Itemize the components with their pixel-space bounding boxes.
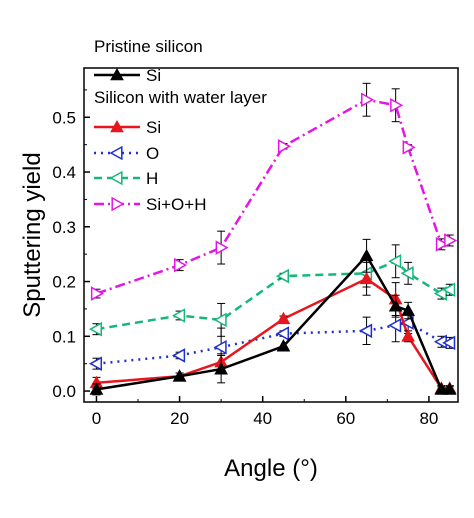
data-point-marker xyxy=(109,145,123,161)
data-point-marker xyxy=(388,254,402,269)
data-point-marker xyxy=(434,382,449,395)
y-tick-label: 0.3 xyxy=(52,218,76,237)
data-point-marker xyxy=(402,140,416,155)
plot-frame xyxy=(83,67,459,403)
legend-label: Si+O+H xyxy=(146,195,206,214)
series-layer xyxy=(88,82,458,396)
y-tick-label: 0.0 xyxy=(52,382,76,401)
series-si-o-h-water xyxy=(90,82,458,301)
x-tick-label: 60 xyxy=(336,409,355,428)
data-point-marker xyxy=(275,326,290,341)
y-tick-label: 0.1 xyxy=(52,327,76,346)
x-tick-label: 20 xyxy=(170,409,189,428)
data-point-marker xyxy=(277,139,292,154)
y-axis-title: Sputtering yield xyxy=(19,152,46,317)
series-line xyxy=(96,259,451,331)
x-tick-label: 80 xyxy=(419,409,438,428)
data-point-marker xyxy=(401,303,415,316)
data-point-marker xyxy=(390,97,404,113)
data-point-marker xyxy=(388,318,402,333)
data-point-marker xyxy=(401,329,415,342)
data-point-marker xyxy=(172,308,186,323)
data-point-marker xyxy=(110,119,124,133)
data-point-marker xyxy=(89,382,104,395)
series-si-pristine xyxy=(89,238,457,396)
data-point-marker xyxy=(109,170,123,186)
legend-label: Si xyxy=(146,66,161,85)
data-point-marker xyxy=(442,282,456,298)
data-point-marker xyxy=(110,67,124,81)
ticks-layer: 0 20 40 60 80 0.0 0.1 0.2 0.3 0.4 0.5 xyxy=(52,89,438,428)
data-point-marker xyxy=(361,92,375,108)
data-point-marker xyxy=(213,312,227,328)
data-point-marker xyxy=(172,369,187,382)
y-tick-label: 0.2 xyxy=(52,273,76,292)
y-tick-label: 0.5 xyxy=(52,108,76,127)
data-point-marker xyxy=(388,299,403,312)
data-point-marker xyxy=(174,257,188,273)
data-point-marker xyxy=(400,266,414,281)
data-point-marker xyxy=(215,240,229,255)
data-point-marker xyxy=(276,339,291,352)
x-axis-title: Angle (°) xyxy=(224,455,318,482)
legend-label: Si xyxy=(146,118,161,137)
data-point-marker xyxy=(213,339,227,355)
data-point-marker xyxy=(359,248,374,262)
data-point-marker xyxy=(442,382,457,395)
y-tick-label: 0.4 xyxy=(52,163,76,182)
legend: Pristine silicon Silicon with water laye… xyxy=(94,37,267,214)
data-point-marker xyxy=(442,335,456,351)
x-tick-label: 40 xyxy=(253,409,272,428)
legend-group-title-pristine: Pristine silicon xyxy=(94,37,203,56)
data-point-marker xyxy=(172,348,186,363)
data-point-marker xyxy=(444,233,458,248)
data-point-marker xyxy=(90,286,105,301)
data-point-marker xyxy=(435,237,449,252)
data-point-marker xyxy=(276,311,291,325)
data-point-marker xyxy=(359,271,374,285)
series-o-water xyxy=(88,308,456,371)
legend-group-title-water-layer: Silicon with water layer xyxy=(94,88,267,107)
data-point-marker xyxy=(111,196,125,212)
x-tick-label: 0 xyxy=(92,409,101,428)
data-point-marker xyxy=(214,362,228,375)
data-point-marker xyxy=(433,286,447,301)
data-point-marker xyxy=(275,268,290,284)
legend-label: H xyxy=(146,169,158,188)
data-point-marker xyxy=(359,323,373,339)
data-point-marker xyxy=(88,356,103,371)
data-point-marker xyxy=(88,321,103,337)
legend-label: O xyxy=(146,144,159,163)
